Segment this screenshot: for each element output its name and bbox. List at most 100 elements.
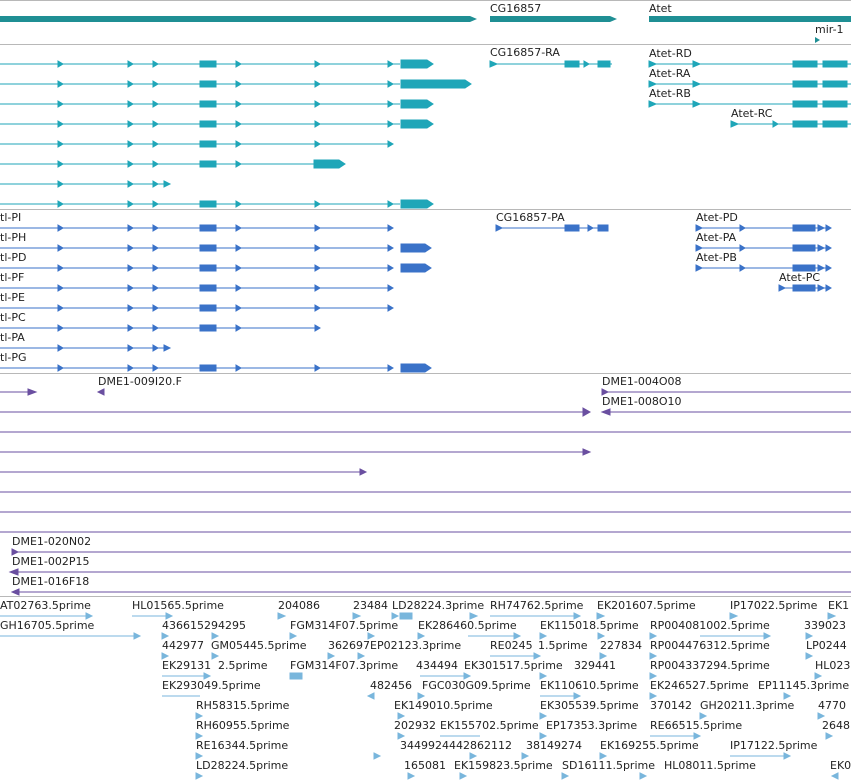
transcript-atet-ra[interactable] <box>648 80 851 88</box>
clone-dme1-004o08[interactable] <box>601 388 851 396</box>
gene-track <box>0 16 851 43</box>
clone-row[interactable] <box>0 388 38 396</box>
est-label: 3449924442862112 <box>400 739 512 752</box>
gene-label-atet: Atet <box>649 2 672 15</box>
transcript-atet-pc[interactable] <box>778 284 832 292</box>
transcript-label-atet-pb: Atet-PB <box>696 251 737 264</box>
gene-feature-atet[interactable] <box>649 16 851 22</box>
est-label: EK115018.5prime <box>540 619 639 632</box>
transcript-atet-pa[interactable] <box>695 244 832 252</box>
track-divider <box>0 373 851 374</box>
est-label: RP004337294.5prime <box>650 659 770 672</box>
gene-label-mir: mir-1 <box>815 23 844 36</box>
est-label: 2.5prime <box>218 659 268 672</box>
transcript-label-tl-pg: tl-PG <box>0 351 27 364</box>
transcript-tl-pi[interactable] <box>0 224 394 232</box>
est-row-8[interactable] <box>195 752 792 760</box>
clone-dme1-002p15[interactable] <box>8 568 851 576</box>
clone-dme1-008o10[interactable] <box>600 408 851 416</box>
clone-label-dme1-009i20: DME1-009I20.F <box>98 375 182 388</box>
track-divider <box>0 596 851 597</box>
est-row-2[interactable] <box>0 632 814 640</box>
transcript-tl-ph[interactable] <box>0 243 432 253</box>
transcript-atet-rc[interactable] <box>730 120 851 128</box>
transcript-label-cg16857-pa: CG16857-PA <box>496 211 565 224</box>
gene-feature-mir[interactable] <box>815 37 820 43</box>
est-row-3[interactable] <box>161 652 814 660</box>
est-label: 227834 <box>600 639 642 652</box>
transcript-tl-row4[interactable] <box>0 119 434 129</box>
est-label: EK1 <box>828 599 850 612</box>
clone-row[interactable] <box>0 407 592 417</box>
est-label: IP17022.5prime <box>730 599 818 612</box>
est-label: RP004476312.5prime <box>650 639 770 652</box>
est-label: RE0245 <box>490 639 533 652</box>
transcript-label-atet-ra: Atet-RA <box>649 67 691 80</box>
clone-label-dme1-004o08: DME1-004O08 <box>602 375 682 388</box>
transcript-atet-rb[interactable] <box>648 100 851 108</box>
transcript-atet-pd[interactable] <box>695 224 832 232</box>
est-track <box>0 612 839 780</box>
est-label: EK29131 <box>162 659 212 672</box>
est-label: AT02763.5prime <box>0 599 91 612</box>
transcript-tl-pc[interactable] <box>0 324 321 332</box>
clone-row[interactable] <box>0 448 592 456</box>
transcript-tl-pd[interactable] <box>0 263 432 273</box>
est-row-5[interactable] <box>162 692 792 700</box>
transcript-tl-pa[interactable] <box>0 344 172 352</box>
transcript-tl-row1[interactable] <box>0 59 434 69</box>
est-row-1[interactable] <box>0 612 837 620</box>
clone-dme1-020n02[interactable] <box>11 548 851 556</box>
est-label: 23484 <box>353 599 388 612</box>
est-label: LD28224.3prime <box>392 599 485 612</box>
transcript-tl-row5[interactable] <box>0 140 394 148</box>
transcript-tl-row2[interactable] <box>0 79 472 89</box>
gene-feature-tl[interactable] <box>0 16 477 22</box>
transcript-tl-pe[interactable] <box>0 304 394 312</box>
transcript-atet-rd[interactable] <box>648 60 851 68</box>
est-label: EK305539.5prime <box>540 699 639 712</box>
transcript-track-a <box>0 59 851 209</box>
gene-feature-cg16857[interactable] <box>490 16 617 22</box>
est-label: SD16111.5prime <box>562 759 655 772</box>
est-label: 202932 <box>394 719 436 732</box>
transcript-label-atet-rc: Atet-RC <box>731 107 773 120</box>
est-row-4[interactable] <box>162 672 823 680</box>
transcript-label-tl-pe: tl-PE <box>0 291 25 304</box>
clone-track <box>0 388 851 596</box>
transcript-cg16857-pa[interactable] <box>495 224 609 232</box>
transcript-atet-pb[interactable] <box>695 264 832 272</box>
est-label: EK293049.5prime <box>162 679 261 692</box>
est-label: GM05445.5prime <box>211 639 307 652</box>
est-label: 38149274 <box>526 739 582 752</box>
est-row-6[interactable] <box>195 712 826 720</box>
est-label: 434494 <box>416 659 458 672</box>
est-label: EK286460.5prime <box>418 619 517 632</box>
est-label: RE16344.5prime <box>196 739 289 752</box>
est-label: 482456 <box>370 679 412 692</box>
transcript-cg16857-ra[interactable] <box>489 60 612 68</box>
est-label: EK169255.5prime <box>600 739 699 752</box>
transcript-tl-row3[interactable] <box>0 99 434 109</box>
est-label: EP11145.3prime <box>758 679 850 692</box>
est-label: 204086 <box>278 599 320 612</box>
clone-dme1-016f18[interactable] <box>10 588 851 596</box>
clone-dme1-009i20[interactable] <box>96 388 105 396</box>
est-row-9[interactable] <box>195 772 839 780</box>
est-label: RH74762.5prime <box>490 599 584 612</box>
track-divider <box>0 209 851 210</box>
transcript-tl-pg[interactable] <box>0 363 432 373</box>
track-divider <box>0 44 851 45</box>
clone-row[interactable] <box>0 468 368 476</box>
transcript-label-tl-pa: tl-PA <box>0 331 25 344</box>
transcript-tl-row7[interactable] <box>0 180 172 188</box>
transcript-tl-row6[interactable] <box>0 159 346 169</box>
est-label: 362697 <box>328 639 370 652</box>
est-label: FGM314F07.5prime <box>290 619 399 632</box>
est-label: LD28224.5prime <box>196 759 289 772</box>
est-row-7[interactable] <box>195 732 834 740</box>
transcript-label-tl-pc: tl-PC <box>0 311 26 324</box>
transcript-tl-pf[interactable] <box>0 284 394 292</box>
transcript-tl-row8[interactable] <box>0 199 434 209</box>
